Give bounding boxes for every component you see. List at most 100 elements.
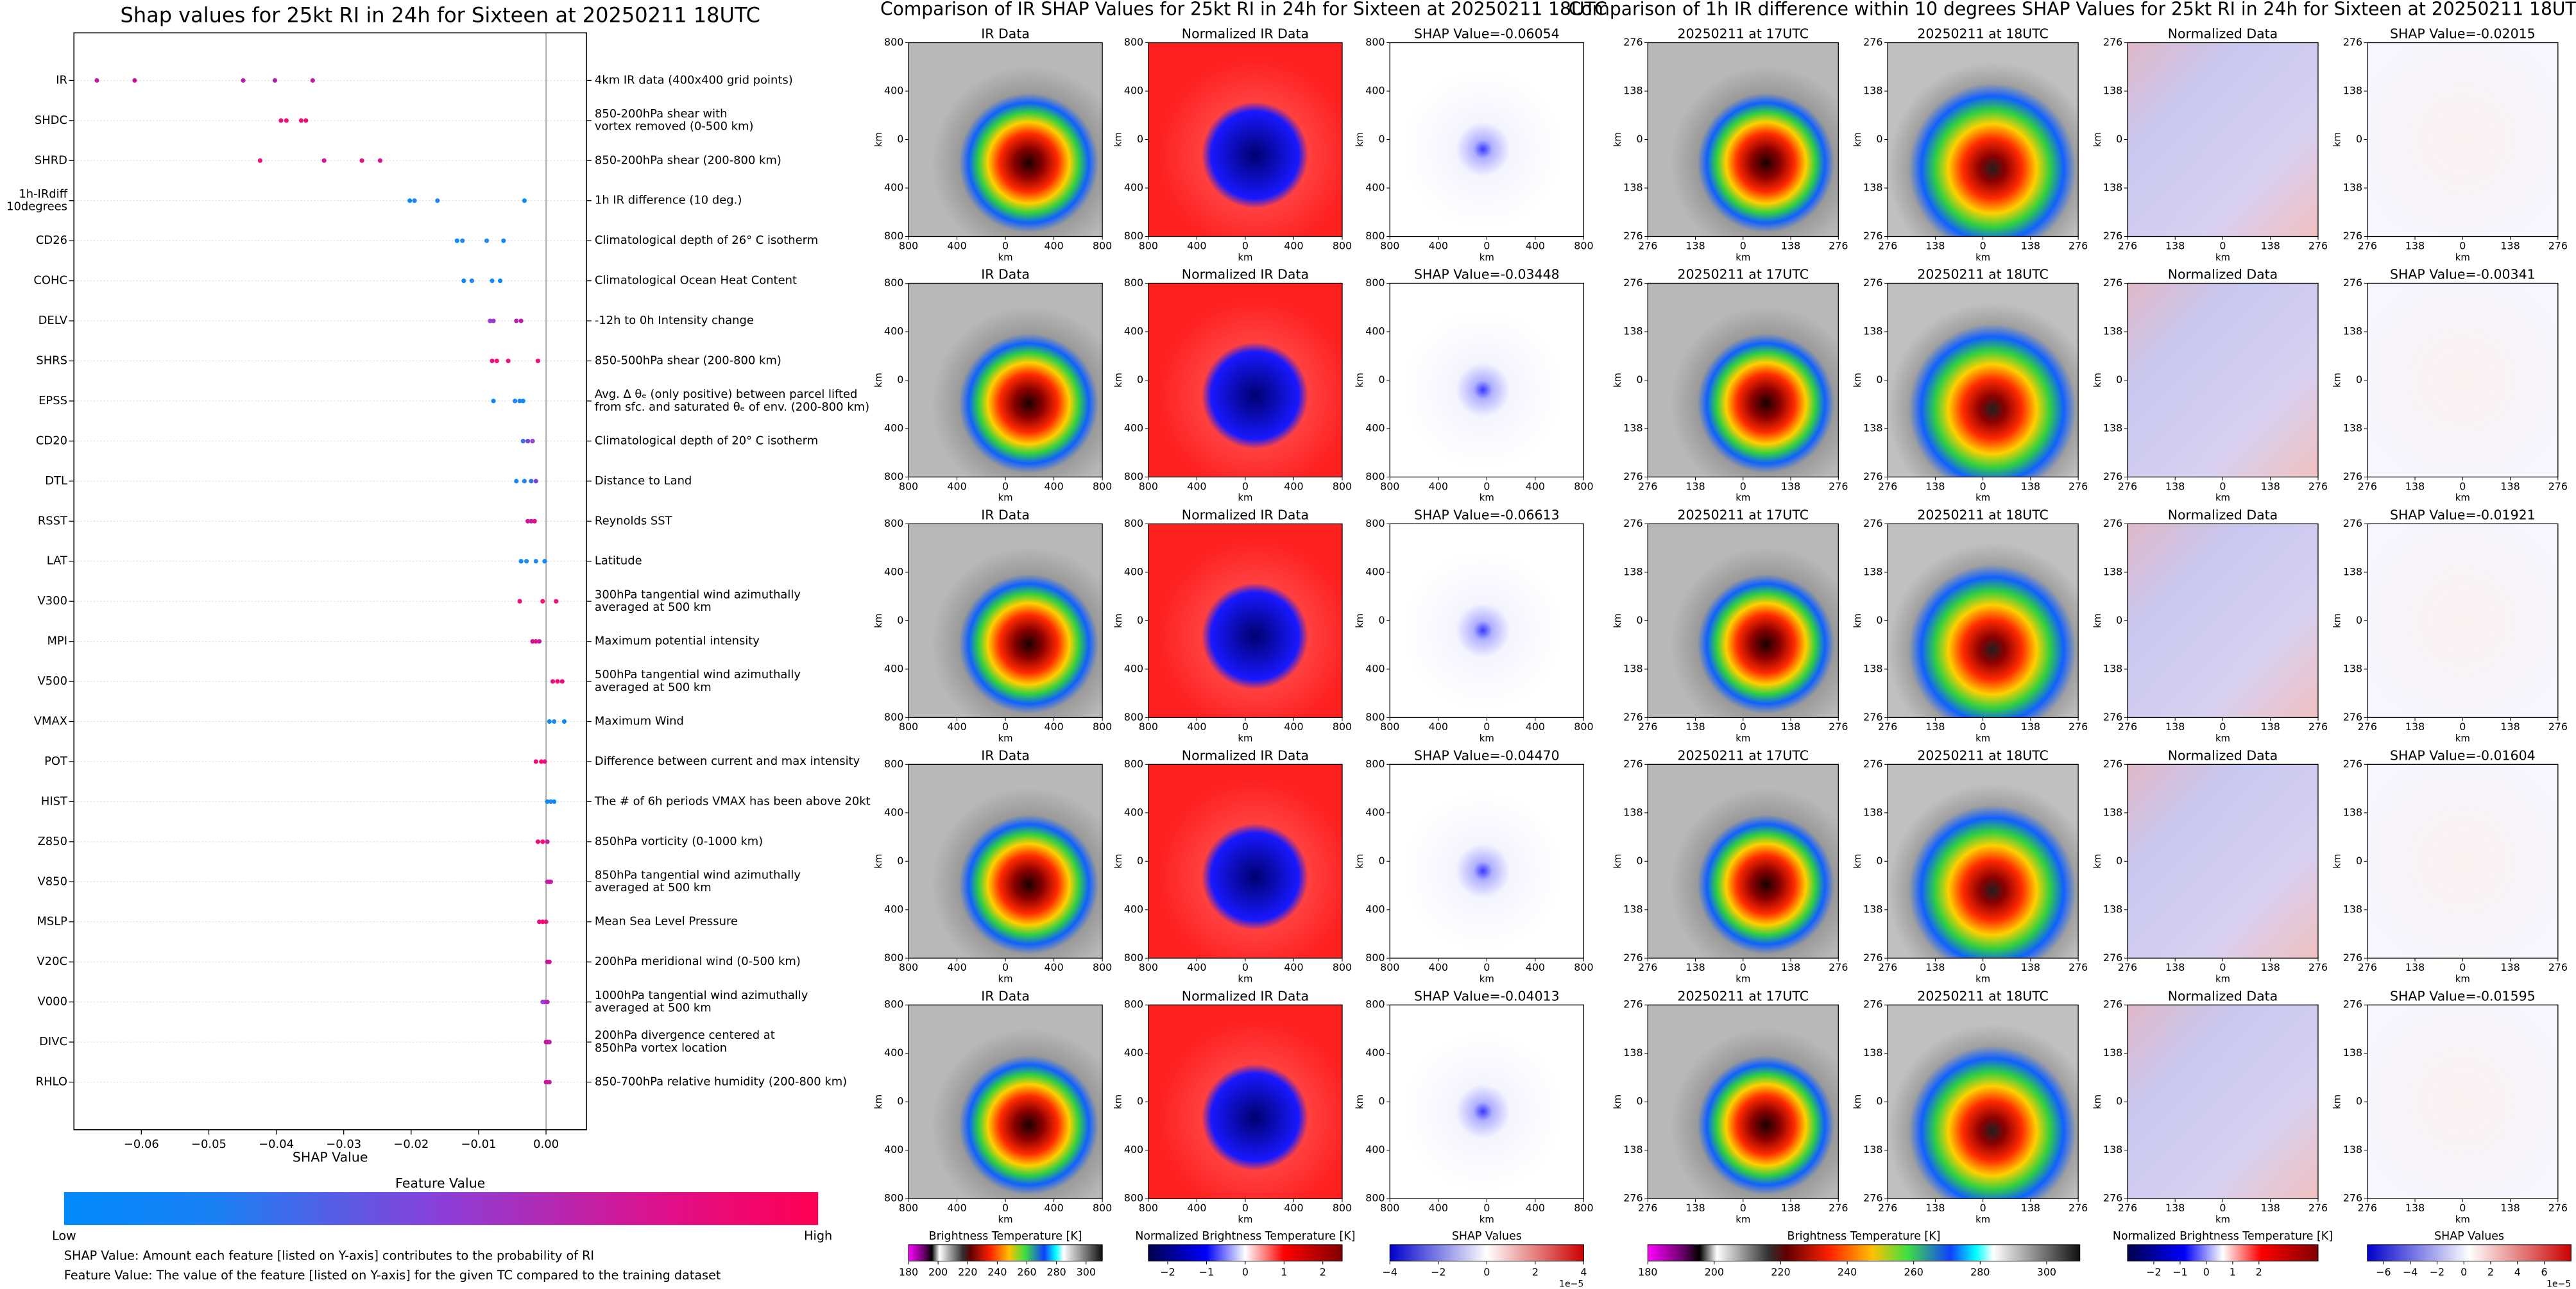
shap-point	[94, 78, 99, 83]
y-tick-label: 276	[2343, 36, 2362, 48]
panel-title: Normalized IR Data	[1182, 267, 1309, 282]
colorbar-tick-label: 280	[1970, 1266, 1990, 1278]
colorbar-label: SHAP Values	[1452, 1230, 1522, 1243]
y-axis-label: km	[2332, 373, 2343, 388]
x-tick-label: 0	[1980, 721, 1986, 733]
y-tick-label: 800	[884, 758, 903, 770]
shap-point	[517, 599, 522, 604]
x-tick-label: 0	[2219, 480, 2226, 492]
y-axis-label: km	[2092, 373, 2103, 388]
feature-description: 300hPa tangential wind azimuthally averag…	[595, 588, 801, 614]
y-tick-label: 138	[2103, 1046, 2122, 1059]
x-tick-label: 0	[1002, 1202, 1009, 1214]
shap-point	[536, 919, 542, 925]
x-axis-label: km	[1480, 252, 1494, 263]
x-tick-label: 138	[1781, 721, 1800, 733]
x-tick-label: 400	[1526, 239, 1545, 252]
x-axis-label: km	[1238, 974, 1252, 985]
y-axis-label: km	[2332, 1095, 2343, 1109]
x-axis-label: km	[1480, 1215, 1494, 1225]
y-tick-label: MPI	[47, 635, 67, 648]
x-tick-label: 0	[1242, 1202, 1249, 1214]
y-axis-label: km	[873, 132, 884, 147]
x-tick-label: 276	[2548, 480, 2568, 492]
colorbar-tick-label: 0	[2461, 1266, 2467, 1278]
shap-point	[461, 278, 466, 284]
y-tick-label: 276	[2343, 711, 2362, 723]
feature-description: 1h IR difference (10 deg.)	[595, 194, 742, 207]
x-tick-label: 138	[2261, 239, 2280, 252]
y-tick-label: 400	[1365, 1046, 1385, 1059]
y-tick-label: 276	[2343, 230, 2362, 242]
y-tick-label: 138	[1623, 1046, 1642, 1059]
panel-image	[1390, 1005, 1584, 1199]
panel-image	[908, 524, 1103, 718]
panel-image	[1888, 524, 2079, 718]
x-tick-label: 0	[1483, 961, 1490, 973]
panel-title: IR Data	[981, 748, 1030, 764]
feature-description: Climatological Ocean Heat Content	[595, 274, 797, 287]
x-tick-label: −0.03	[326, 1138, 361, 1151]
y-tick-label: 0	[2356, 133, 2362, 145]
y-tick-label: 276	[2103, 277, 2122, 289]
x-tick-label: 800	[899, 239, 918, 252]
y-tick-label: 800	[1365, 758, 1385, 770]
y-tick-label: 800	[884, 952, 903, 964]
y-tick-label: SHRS	[36, 354, 67, 368]
colorbar-tick-label: 300	[2037, 1266, 2056, 1278]
y-tick-label: 0	[897, 373, 903, 386]
shap-point	[540, 919, 545, 925]
colorbar-tick-label: 0	[2203, 1266, 2210, 1278]
y-tick-label: 138	[1863, 1143, 1882, 1156]
panel-image	[2367, 42, 2558, 237]
feature-description: Reynolds SST	[595, 514, 672, 527]
panel-title: SHAP Value=-0.06613	[1414, 508, 1560, 523]
shap-point	[552, 719, 557, 724]
y-tick-label: 138	[2343, 1143, 2362, 1156]
y-tick-label: 800	[884, 711, 903, 723]
y-tick-label: 138	[1863, 182, 1882, 194]
panel-image	[1148, 42, 1342, 237]
y-tick-label: 800	[1124, 952, 1143, 964]
x-tick-label: 138	[1781, 239, 1800, 252]
feature-description: 500hPa tangential wind azimuthally averag…	[595, 668, 801, 694]
x-tick-label: 800	[1380, 239, 1399, 252]
y-tick-label: 800	[884, 470, 903, 482]
feature-description: The # of 6h periods VMAX has been above …	[594, 794, 871, 808]
y-tick-label: 0	[1636, 1095, 1642, 1107]
x-axis-label: km	[998, 252, 1013, 263]
y-tick-label: 800	[1124, 998, 1143, 1011]
shap-point	[533, 479, 538, 484]
shap-point	[484, 238, 490, 243]
x-tick-label: 800	[1380, 961, 1399, 973]
x-axis-label: km	[1736, 1215, 1750, 1225]
shap-point	[257, 158, 262, 163]
y-tick-label: 800	[884, 998, 903, 1011]
x-tick-label: 800	[1574, 1202, 1593, 1214]
y-tick-label: 400	[1365, 662, 1385, 674]
x-tick-label: 138	[2261, 480, 2280, 492]
feature-description: 850hPa vorticity (0-1000 km)	[595, 835, 763, 848]
shap-point	[303, 118, 309, 123]
x-tick-label: 276	[2118, 239, 2137, 252]
panel-image	[1648, 42, 1839, 237]
shap-point	[539, 759, 544, 764]
y-tick-label: 138	[2103, 182, 2122, 194]
y-tick-label: 138	[2343, 806, 2362, 818]
y-tick-label: HIST	[41, 794, 67, 808]
shap-point	[517, 398, 522, 404]
y-tick-label: 400	[884, 182, 903, 194]
colorbar-tick-label: −4	[1383, 1266, 1397, 1278]
panel-image	[2127, 42, 2318, 237]
y-axis-label: km	[873, 854, 884, 869]
y-tick-label: 276	[1623, 230, 1642, 242]
panel-image	[2127, 524, 2318, 718]
panel-title: IR Data	[981, 26, 1030, 42]
x-tick-label: 276	[1638, 1202, 1657, 1214]
y-tick-label: 276	[2103, 711, 2122, 723]
x-tick-label: 0	[2459, 239, 2466, 252]
colorbar-tick-label: 2	[1532, 1266, 1539, 1278]
y-tick-label: 0	[897, 1095, 903, 1107]
x-tick-label: 0	[2219, 1202, 2226, 1214]
y-axis-label: km	[1354, 854, 1365, 869]
